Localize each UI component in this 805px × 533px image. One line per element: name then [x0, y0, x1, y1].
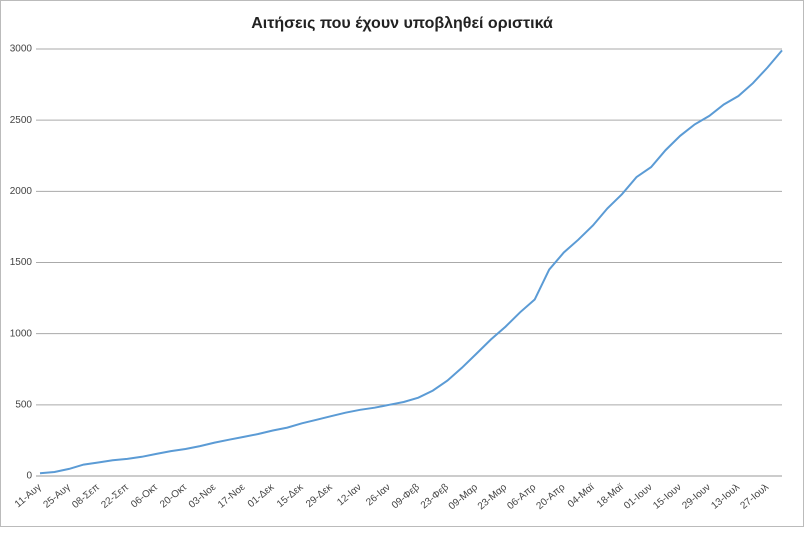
- y-tick-label: 2000: [10, 186, 33, 197]
- y-tick-label: 1500: [10, 257, 33, 268]
- y-tick-label: 0: [26, 471, 32, 482]
- y-tick-label: 500: [15, 399, 32, 410]
- y-tick-label: 1000: [10, 328, 33, 339]
- data-line: [39, 49, 783, 475]
- chart-title: Αιτήσεις που έχουν υποβληθεί οριστικά: [251, 15, 553, 32]
- y-tick-label: 3000: [10, 44, 33, 55]
- y-tick-label: 2500: [10, 115, 33, 126]
